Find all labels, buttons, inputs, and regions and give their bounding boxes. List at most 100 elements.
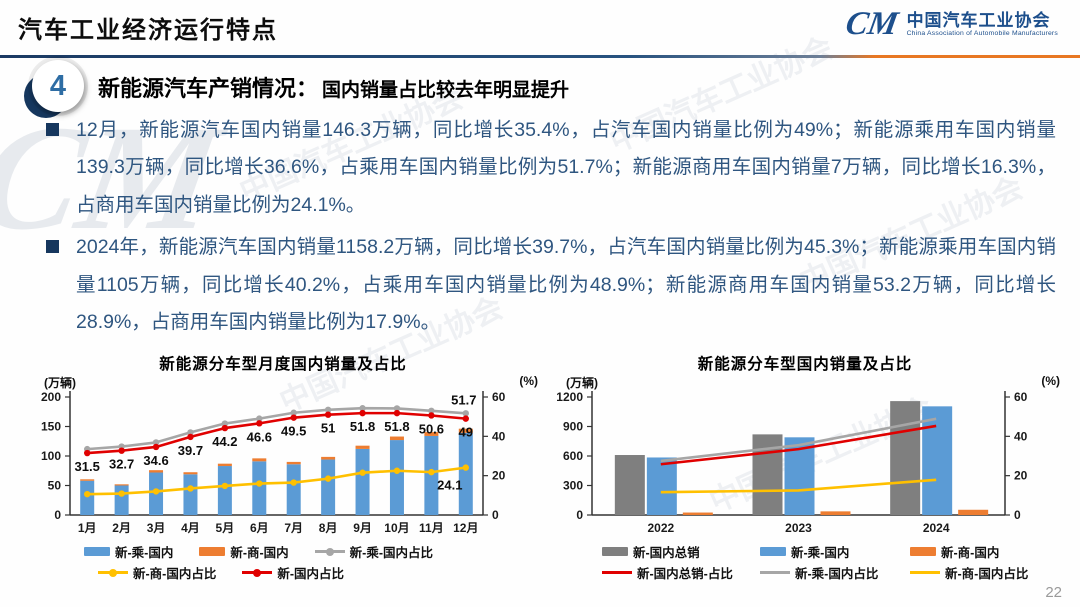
- bar: [355, 445, 370, 449]
- legend-item: 新-商-国内: [199, 542, 289, 561]
- right-axis-tick-label: 40: [1014, 429, 1028, 443]
- right-axis-tick-label: 60: [1014, 390, 1028, 404]
- line-series: [660, 478, 937, 494]
- line-marker: [393, 409, 401, 417]
- section-subtitle: 国内销量占比较去年明显提升: [322, 80, 570, 101]
- section-number-badge: 4: [32, 60, 84, 112]
- line-marker: [152, 488, 160, 495]
- line-marker: [221, 420, 229, 427]
- bar: [355, 448, 370, 515]
- line-marker: [118, 447, 125, 454]
- legend-bar-swatch-icon: [760, 547, 786, 556]
- bar: [183, 472, 198, 475]
- bar: [114, 485, 129, 515]
- bar: [424, 435, 439, 515]
- x-axis-category-label: 3月: [147, 521, 166, 535]
- legend-label: 新-国内总销-占比: [637, 567, 733, 581]
- legend-line-swatch-icon: [910, 571, 940, 574]
- chart-legend: 新-乘-国内 新-商-国内 新-乘-国内占比 新-商-国内占比 新-国内占比: [28, 541, 538, 583]
- bar: [321, 459, 336, 515]
- left-axis-tick-label: 1200: [556, 390, 583, 404]
- bar: [458, 432, 473, 515]
- line-marker: [290, 409, 297, 416]
- line-marker: [221, 424, 229, 432]
- legend-item: 新-商-国内占比: [98, 563, 216, 582]
- section-heading: 新能源汽车产销情况： 国内销量占比较去年明显提升: [98, 71, 569, 103]
- bar: [389, 440, 404, 515]
- legend-label: 新-国内占比: [277, 567, 344, 581]
- legend-label: 新-乘-国内占比: [795, 567, 879, 581]
- legend-bar-swatch-icon: [910, 547, 936, 556]
- line-marker: [359, 409, 366, 417]
- bar: [890, 401, 921, 515]
- x-axis-category-label: 2022: [647, 521, 674, 535]
- legend-line-swatch-icon: [242, 568, 273, 577]
- legend-item: 新-乘-国内占比: [760, 563, 910, 582]
- line-marker: [428, 407, 435, 414]
- legend-item: 新-商-国内占比: [910, 563, 1060, 582]
- x-axis-category-label: 9月: [353, 521, 372, 535]
- data-label: 24.1: [437, 478, 462, 493]
- line-marker: [256, 480, 263, 487]
- data-label: 39.7: [178, 443, 203, 458]
- left-axis-tick-label: 300: [563, 479, 583, 493]
- legend-item: 新-国内占比: [242, 563, 344, 582]
- legend-label: 新-国内总销: [633, 546, 700, 560]
- monthly-sales-chart: 新能源分车型月度国内销量及占比 (万辆) (%) 0 50 100 150 200 0 20…: [28, 352, 538, 583]
- line-marker: [256, 420, 263, 427]
- line-marker: [152, 439, 160, 446]
- chart-legend: 新-国内总销 新-乘-国内 新-商-国内 新-国内总销-占比 新-乘-国内占比 新-商-国…: [550, 541, 1060, 583]
- chart-title: 新能源分车型月度国内销量及占比: [159, 356, 407, 373]
- legend-label: 新-商-国内占比: [133, 567, 217, 581]
- bar: [458, 428, 473, 433]
- line-series: [660, 417, 937, 463]
- data-label: 51.8: [350, 419, 375, 434]
- left-axis-unit-label: (万辆): [566, 376, 598, 390]
- bar: [217, 463, 232, 467]
- data-label: 34.6: [143, 453, 168, 468]
- data-label: 46.6: [247, 429, 272, 444]
- right-axis-tick-label: 0: [1014, 508, 1021, 522]
- x-axis-category-label: 2023: [785, 521, 812, 535]
- bullet-square-icon: [46, 240, 59, 254]
- page-number: 22: [1045, 584, 1062, 601]
- left-axis-tick-label: 150: [41, 420, 61, 434]
- right-axis-tick-label: 60: [492, 390, 506, 404]
- bar: [80, 480, 95, 515]
- legend-marker-dot-icon: [253, 568, 262, 577]
- caam-logo-name-cn: 中国汽车工业协会: [906, 10, 1051, 30]
- legend-line-swatch-icon: [314, 547, 345, 556]
- legend-item: 新-乘-国内: [84, 542, 173, 561]
- legend-row: 新-商-国内占比 新-国内占比: [28, 562, 538, 583]
- line-marker: [187, 433, 194, 441]
- legend-line-swatch-icon: [760, 571, 790, 574]
- line-marker: [324, 411, 332, 418]
- line-marker: [324, 475, 332, 482]
- line-series: [87, 411, 466, 455]
- left-axis-tick-label: 900: [563, 420, 583, 434]
- line-marker: [84, 449, 91, 457]
- line-marker: [221, 482, 229, 490]
- annual-sales-chart-plot: 0 300 600 900 1200 0 20 40 60 2022 2023 2024: [556, 390, 1028, 535]
- bar: [820, 511, 851, 515]
- legend-line-swatch-icon: [602, 571, 632, 574]
- bar: [922, 406, 953, 515]
- legend-item: 新-乘-国内: [760, 542, 910, 561]
- legend-item: 新-国内总销-占比: [602, 563, 760, 582]
- bullet-item-fullyear: 2024年，新能源汽车国内销量1158.2万辆，同比增长39.7%，占汽车国内销…: [44, 229, 1056, 341]
- legend-row: 新-乘-国内 新-商-国内 新-乘-国内占比: [28, 541, 538, 562]
- caam-logo: CM 中国汽车工业协会 China Association of Automob…: [843, 6, 1058, 42]
- bullet-square-icon: [46, 123, 59, 136]
- bar: [80, 479, 95, 481]
- legend-item: 新-国内总销: [602, 542, 760, 561]
- left-axis-tick-label: 0: [54, 508, 61, 522]
- data-label: 32.7: [109, 457, 134, 472]
- x-axis-category-label: 11月: [419, 521, 444, 535]
- x-axis-category-label: 8月: [319, 521, 338, 535]
- left-axis-unit-label: (万辆): [44, 376, 76, 390]
- right-axis-tick-label: 20: [1014, 469, 1028, 483]
- legend-bar-swatch-icon: [199, 547, 226, 556]
- legend-line-swatch-icon: [98, 568, 128, 577]
- bar: [286, 464, 301, 515]
